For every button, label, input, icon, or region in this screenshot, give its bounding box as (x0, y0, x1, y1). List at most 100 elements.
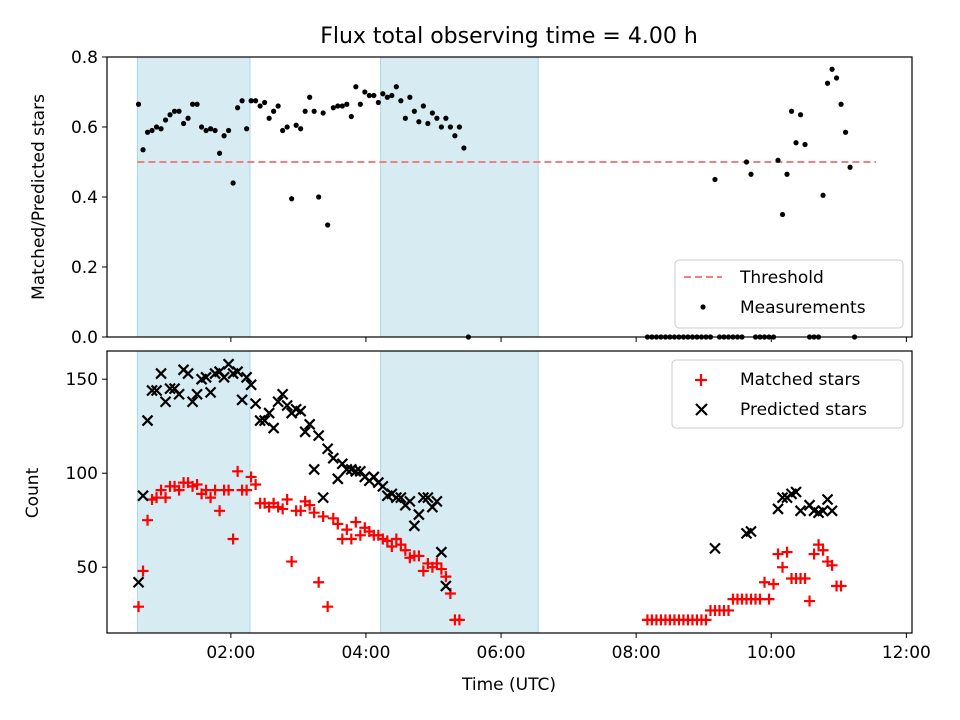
predicted-star-point (249, 397, 262, 410)
measurement-point (371, 92, 377, 99)
predicted-star-point (240, 371, 253, 384)
measurement-point (230, 180, 236, 186)
matched-star-point (322, 601, 334, 613)
measurement-point (411, 108, 417, 114)
measurement-point (153, 124, 160, 130)
predicted-star-point (159, 395, 172, 408)
measurement-point (429, 110, 435, 116)
measurement-point (838, 101, 844, 107)
matched-star-point (453, 614, 465, 626)
measurement-point (407, 94, 413, 100)
predicted-star-point (317, 491, 329, 504)
measurement-point (335, 103, 341, 109)
matched-star-point (386, 541, 398, 553)
matched-star-point (308, 507, 320, 519)
measurement-point (447, 124, 453, 130)
measurement-point (212, 127, 218, 134)
predicted-star-point (231, 365, 244, 378)
measurement-point (797, 112, 804, 118)
matched-stars-series (133, 465, 847, 626)
matched-star-point (700, 614, 712, 626)
matched-star-point (241, 484, 253, 496)
matched-star-point (332, 518, 344, 530)
measurement-point (284, 124, 290, 130)
measurement-point (149, 127, 155, 134)
matched-star-point (826, 559, 838, 571)
measurement-point (748, 171, 754, 177)
measurement-point (779, 211, 786, 218)
measurement-point (180, 120, 187, 127)
top-panel: 0.00.20.40.60.8 Matched/Predicted stars … (29, 48, 913, 348)
bottom-axes: 50 100 150 02:00 04:00 06:00 08:00 10:00 12:00 (66, 370, 931, 663)
bottom-y-tick-label: 150 (66, 370, 98, 390)
measurement-point (221, 133, 227, 139)
matched-star-point (232, 465, 244, 477)
measurement-point (784, 171, 790, 177)
measurement-point (366, 92, 372, 99)
measurement-point (289, 196, 295, 202)
matched-star-point (799, 572, 811, 584)
x-tick-label: 02:00 (206, 643, 255, 663)
predicted-star-point (164, 382, 176, 395)
measurement-point (829, 66, 835, 72)
measurement-point (402, 115, 408, 121)
matched-star-point (245, 471, 257, 483)
measurement-point (456, 124, 462, 130)
measurement-point (298, 126, 304, 132)
measurement-point (389, 92, 395, 99)
measurement-point (248, 98, 254, 104)
predicted-star-point (332, 473, 344, 485)
matched-star-point (354, 529, 366, 541)
measurement-point (239, 98, 245, 104)
measurement-point (344, 101, 350, 107)
top-y-tick-label: 0.6 (71, 118, 98, 138)
matched-star-point (772, 548, 784, 560)
measurement-point (416, 119, 422, 125)
measurement-point (420, 103, 426, 109)
measurement-point (194, 101, 200, 107)
predicted-star-point (150, 384, 163, 397)
bottom-plot-frame (106, 350, 913, 634)
predicted-star-point (132, 576, 145, 589)
measurement-point (144, 129, 151, 135)
predicted-star-point (276, 388, 289, 401)
predicted-star-point (745, 525, 757, 538)
predicted-star-point (263, 407, 275, 419)
predicted-star-point (281, 399, 293, 412)
bottom-y-tick-label: 50 (76, 558, 98, 578)
predicted-star-point (817, 505, 829, 517)
top-axes: 0.0 0.2 0.4 0.6 0.8 (71, 48, 907, 348)
predicted-star-point (790, 486, 802, 498)
matched-star-point (813, 539, 825, 551)
measurement-point (802, 141, 808, 148)
matched-star-point (133, 601, 145, 613)
predicted-star-point (408, 520, 421, 532)
predicted-star-point (826, 505, 838, 517)
top-legend-box (674, 259, 904, 329)
measurement-point (316, 194, 322, 200)
matched-star-point (286, 556, 298, 568)
predicted-star-point (182, 367, 194, 380)
measurement-point (842, 129, 849, 135)
matched-star-point (381, 535, 393, 547)
measurement-point (380, 91, 386, 97)
measurement-point (788, 108, 795, 114)
measurement-point (167, 112, 173, 118)
measurement-point (348, 113, 354, 120)
measurement-point (434, 115, 440, 121)
measurements-legend-label: Measurements (740, 298, 866, 318)
predicted-star-point (137, 489, 149, 502)
top-plot-frame (106, 56, 913, 338)
matched-star-point (817, 544, 829, 556)
measurement-point (225, 127, 232, 134)
measurement-point (847, 164, 853, 170)
measurement-point (712, 176, 718, 183)
measurement-point (207, 126, 214, 132)
chart-title: Flux total observing time = 4.00 h (320, 24, 698, 49)
measurement-point (293, 122, 299, 128)
predicted-star-point (395, 491, 407, 504)
top-y-tick-label: 0.8 (71, 48, 98, 68)
measurement-point (262, 99, 268, 106)
measurement-point (775, 157, 781, 163)
